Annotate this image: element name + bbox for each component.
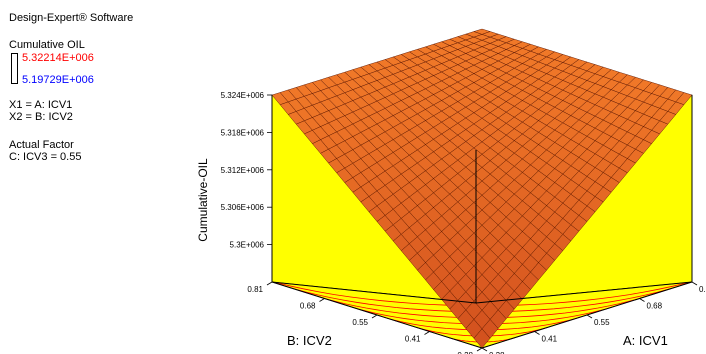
- software-title: Design-Expert® Software: [9, 12, 134, 24]
- a-tick-label: 0.81: [699, 285, 706, 294]
- a-tick-mark: [639, 298, 645, 302]
- factor-x1: X1 = A: ICV1: [9, 99, 73, 111]
- sidebar-legend: Design-Expert® Software Cumulative OIL 5…: [0, 0, 190, 354]
- b-tick-mark: [266, 281, 273, 286]
- b-tick-mark: [319, 298, 325, 302]
- b-tick-label: 0.81: [247, 285, 263, 294]
- z-tick-label: 5.318E+006: [221, 128, 265, 137]
- z-axis: 5.3E+006 5.306E+006 5.312E+006 5.318E+006 5.…: [221, 91, 272, 250]
- a-axis-label: A: ICV1: [623, 333, 668, 348]
- factor-x2: X2 = B: ICV2: [9, 111, 73, 123]
- b-tick-label: 0.55: [352, 318, 368, 327]
- a-tick-label: 0.28: [489, 351, 505, 354]
- a-tick-mark: [691, 281, 698, 286]
- legend-high-value: 5.32214E+006: [22, 52, 94, 64]
- a-tick-label: 0.41: [542, 335, 558, 344]
- b-tick-label: 0.28: [457, 351, 473, 354]
- z-tick-label: 5.306E+006: [221, 203, 265, 212]
- b-axis: 0.28 0.41 0.55 0.68 0.81: [247, 281, 483, 354]
- b-axis-label: B: ICV2: [287, 333, 332, 348]
- actual-factor-value: C: ICV3 = 0.55: [9, 151, 82, 163]
- a-tick-label: 0.68: [647, 302, 663, 311]
- z-tick-label: 5.312E+006: [221, 166, 265, 175]
- surface-cell: [473, 328, 491, 349]
- b-tick-mark: [476, 347, 483, 352]
- actual-factor-title: Actual Factor: [9, 139, 74, 151]
- legend-low-value: 5.19729E+006: [22, 74, 94, 86]
- floor-back-left-edge: [271, 281, 477, 304]
- b-tick-mark: [424, 331, 430, 335]
- response-name: Cumulative OIL: [9, 39, 85, 51]
- floor-back-right-edge: [475, 281, 693, 304]
- a-tick-mark: [534, 331, 540, 335]
- z-tick-label: 5.3E+006: [230, 241, 265, 250]
- b-tick-mark: [371, 314, 378, 319]
- a-tick-mark: [481, 347, 488, 352]
- a-tick-mark: [586, 314, 593, 319]
- a-tick-label: 0.55: [594, 318, 610, 327]
- z-axis-label: Cumulative-OIL: [196, 158, 210, 242]
- color-legend-bar: [11, 53, 18, 84]
- b-tick-label: 0.68: [300, 302, 316, 311]
- z-tick-label: 5.324E+006: [221, 91, 265, 100]
- a-axis: 0.28 0.41 0.55 0.68 0.81: [481, 281, 706, 354]
- b-tick-label: 0.41: [405, 335, 421, 344]
